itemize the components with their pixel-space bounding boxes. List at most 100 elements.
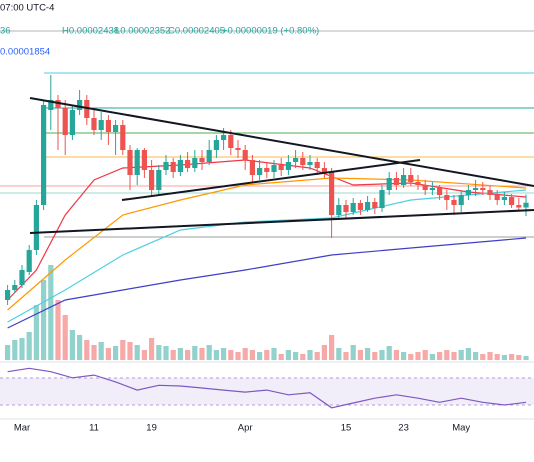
volume-bar <box>149 338 155 360</box>
candle-body <box>249 160 255 175</box>
candle-body <box>55 100 61 108</box>
volume-bar <box>55 300 61 360</box>
trend-line <box>29 97 534 187</box>
candle-body <box>113 125 119 132</box>
candle-body <box>242 150 248 160</box>
volume-bar <box>91 345 97 360</box>
volume-bar <box>192 346 198 360</box>
candle-body <box>77 100 83 110</box>
volume-bar <box>336 348 342 360</box>
ohlc-low: L0.00002352 <box>115 26 170 37</box>
candle-body <box>264 168 270 172</box>
volume-bar <box>321 345 327 360</box>
volume-bar <box>285 350 291 360</box>
volume-bar <box>501 355 507 360</box>
volume-bar <box>98 342 104 360</box>
candle-body <box>480 188 486 190</box>
volume-bar <box>393 350 399 360</box>
candle-body <box>221 135 227 140</box>
candle-body <box>91 118 97 130</box>
trend-lines <box>29 97 534 234</box>
candles <box>5 75 529 305</box>
candle-body <box>379 190 385 208</box>
volume-bar <box>444 350 450 360</box>
x-tick-label: Apr <box>238 423 253 434</box>
volume-bar <box>69 330 75 360</box>
candle-body <box>458 195 464 205</box>
volume-bar <box>422 350 428 360</box>
volume-bar <box>343 352 349 360</box>
trend-line <box>121 159 421 201</box>
candle-body <box>5 290 11 300</box>
candle-body <box>494 195 500 200</box>
candle-body <box>314 162 320 168</box>
volume-bar <box>465 348 471 360</box>
candle-body <box>206 150 212 162</box>
candle-body <box>408 175 414 182</box>
candle-body <box>170 162 176 172</box>
ohlc-high: H0.00002438 <box>62 26 119 37</box>
trend-line <box>29 209 534 234</box>
volume-bar <box>408 354 414 360</box>
candle-body <box>12 285 18 290</box>
candle-body <box>523 202 529 208</box>
rsi-band <box>0 378 534 405</box>
x-tick-label: 19 <box>146 423 157 434</box>
volume-bar <box>127 342 133 360</box>
volume-bar <box>235 352 241 360</box>
time-label: 07:00 UTC-4 <box>0 3 54 14</box>
candle-body <box>192 158 198 168</box>
candle-body <box>357 203 363 210</box>
volume-bar <box>487 352 493 360</box>
volume-bar <box>451 352 457 360</box>
volume-bar <box>19 338 25 360</box>
volume-bar <box>62 315 68 360</box>
volume-bar <box>386 346 392 360</box>
candle-body <box>134 150 140 175</box>
candle-body <box>415 182 421 185</box>
candle-body <box>372 202 378 208</box>
moving-average <box>7 189 527 323</box>
volume-bar <box>105 348 111 360</box>
candle-body <box>343 205 349 212</box>
volume-bar <box>473 352 479 360</box>
candle-body <box>69 110 75 135</box>
candle-body <box>300 158 306 165</box>
candle-body <box>293 158 299 162</box>
candle-body <box>509 197 515 205</box>
ohlc-close: C0.00002405 <box>168 26 225 37</box>
candle-body <box>365 202 371 210</box>
volume-bar <box>415 352 421 360</box>
volume-bar <box>307 350 313 360</box>
candle-body <box>422 185 428 190</box>
candle-body <box>257 168 263 175</box>
volume-bar <box>350 345 356 360</box>
candle-body <box>307 162 313 165</box>
volume-bar <box>494 354 500 360</box>
candle-body <box>451 200 457 205</box>
volume-bar <box>271 348 277 360</box>
volume-bar <box>372 352 378 360</box>
candle-body <box>516 205 522 208</box>
x-axis: Mar 11 19 Apr 15 23 May <box>14 423 471 434</box>
volume-bar <box>33 305 39 360</box>
candle-body <box>127 150 133 175</box>
candle-body <box>156 170 162 190</box>
volume-bar <box>221 348 227 360</box>
candle-body <box>386 178 392 190</box>
candle-body <box>213 140 219 150</box>
candle-body <box>199 158 205 162</box>
candle-body <box>278 165 284 170</box>
moving-average <box>7 237 527 329</box>
volume-bar <box>401 352 407 360</box>
volume-bar <box>314 352 320 360</box>
volume-bar <box>523 356 529 360</box>
volume-bar <box>134 345 140 360</box>
candle-body <box>444 195 450 200</box>
volume-bar <box>228 350 234 360</box>
candle-body <box>26 250 32 272</box>
ohlc-open: 36 <box>0 26 11 37</box>
volume-bar <box>48 265 54 360</box>
volume-bar <box>113 346 119 360</box>
